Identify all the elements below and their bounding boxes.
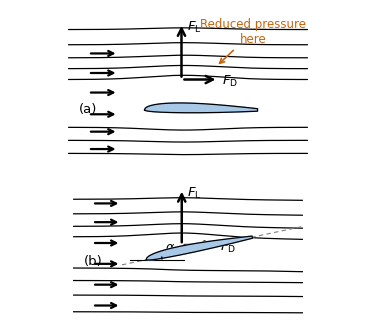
Text: (b): (b) [84,255,103,268]
Text: $\alpha$: $\alpha$ [165,241,175,254]
Text: (a): (a) [79,104,98,117]
Text: $F_\mathrm{D}$: $F_\mathrm{D}$ [220,240,237,255]
Text: $F_\mathrm{L}$: $F_\mathrm{L}$ [187,185,202,200]
Text: Reduced pressure
here: Reduced pressure here [200,18,306,63]
Text: $F_\mathrm{L}$: $F_\mathrm{L}$ [187,20,202,35]
Text: $F_\mathrm{D}$: $F_\mathrm{D}$ [222,74,238,89]
Polygon shape [146,236,253,260]
Polygon shape [144,103,258,113]
